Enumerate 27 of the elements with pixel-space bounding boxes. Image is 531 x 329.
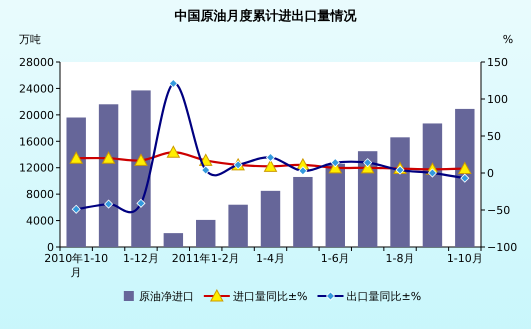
y-tick-label: 28000 xyxy=(19,56,54,69)
x-tick-label: 2011年1-2月 xyxy=(172,252,240,265)
y-axis-title: 万吨 xyxy=(19,33,41,46)
y-tick-label: 4000 xyxy=(26,214,54,228)
y-tick-label: 0 xyxy=(47,241,54,254)
chart-title: 中国原油月度累计进出口量情况 xyxy=(174,8,358,24)
x-tick-label: 2010年1-10月 xyxy=(44,252,108,279)
y-tick-label: 24000 xyxy=(19,82,54,96)
y2-tick-label: 0 xyxy=(487,167,494,180)
legend-label: 原油净进口 xyxy=(138,290,194,303)
y-tick-label: 16000 xyxy=(19,135,54,148)
legend-label: 出口量同比±% xyxy=(346,290,422,303)
x-tick-label: 1-8月 xyxy=(386,252,415,265)
y-tick-label: 20000 xyxy=(19,108,54,122)
y2-tick-label: 150 xyxy=(487,56,508,69)
y2-tick-label: 50 xyxy=(487,130,501,143)
legend-label: 进口量同比±% xyxy=(232,290,308,303)
y2-tick-label: −50 xyxy=(487,204,510,217)
y-tick-label: 12000 xyxy=(19,162,54,175)
x-tick-label: 1-12月 xyxy=(122,252,159,265)
x-tick-label: 1-6月 xyxy=(320,252,350,265)
y2-tick-label: −100 xyxy=(487,241,518,254)
y2-tick-label: 100 xyxy=(487,93,508,106)
y-tick-label: 8000 xyxy=(26,188,54,202)
x-tick-label: 1-4月 xyxy=(256,252,285,265)
x-tick-label: 1-10月 xyxy=(446,252,483,265)
y2-axis-title: % xyxy=(502,33,514,46)
